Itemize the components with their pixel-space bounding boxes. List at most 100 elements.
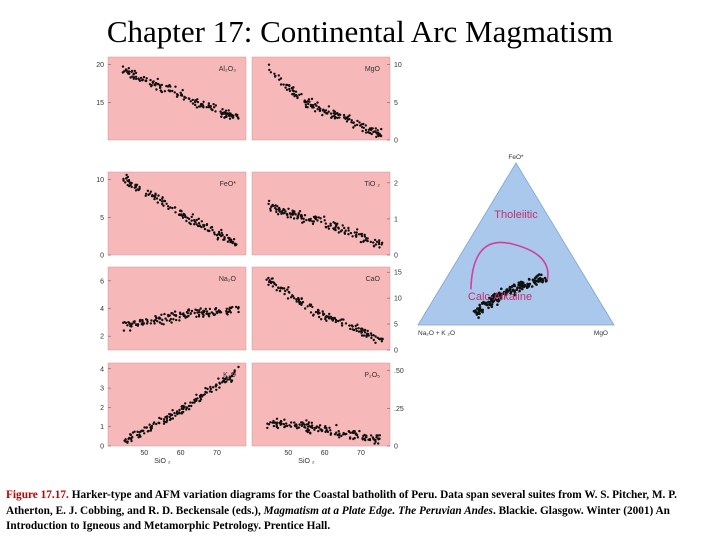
data-point xyxy=(348,437,352,440)
data-point xyxy=(327,110,330,113)
data-point xyxy=(133,320,136,323)
data-point xyxy=(136,433,139,437)
data-point xyxy=(304,426,307,429)
data-point xyxy=(141,323,144,326)
data-point xyxy=(355,329,358,333)
data-point xyxy=(179,312,182,316)
scatter-points xyxy=(265,276,384,344)
data-point xyxy=(378,239,381,242)
y-tick-label: 2 xyxy=(100,334,104,341)
data-point xyxy=(279,286,283,289)
data-point xyxy=(171,89,174,93)
data-point xyxy=(500,287,503,291)
data-point xyxy=(226,378,229,381)
data-point xyxy=(275,422,278,426)
data-point xyxy=(373,238,377,242)
data-point xyxy=(352,437,355,441)
data-point xyxy=(275,417,279,420)
data-point xyxy=(368,131,371,134)
data-point xyxy=(202,100,205,104)
data-point xyxy=(195,223,198,226)
data-point xyxy=(175,410,179,413)
data-point xyxy=(342,433,345,436)
data-point xyxy=(372,334,375,337)
data-point xyxy=(352,121,355,124)
data-point xyxy=(358,429,361,433)
data-point xyxy=(207,104,210,107)
data-point xyxy=(299,215,303,218)
data-point xyxy=(190,215,193,219)
harker-panel-na2o: Na₂O 2 4 6 xyxy=(100,266,247,351)
data-point xyxy=(141,78,145,81)
data-point xyxy=(513,293,516,297)
data-point xyxy=(304,307,307,310)
data-point xyxy=(199,393,203,397)
data-point xyxy=(203,393,206,396)
data-point xyxy=(344,322,348,325)
data-point xyxy=(325,429,329,432)
data-point xyxy=(154,314,157,318)
data-point xyxy=(285,88,289,92)
data-point xyxy=(365,434,368,437)
data-point xyxy=(296,96,299,100)
data-point xyxy=(167,207,170,211)
data-point xyxy=(523,283,527,287)
data-point xyxy=(229,311,232,314)
data-point xyxy=(305,423,308,426)
data-point xyxy=(530,285,534,288)
data-point xyxy=(307,102,310,106)
ternary-triangle xyxy=(417,162,615,326)
y-tick-label: 3 xyxy=(100,386,104,393)
data-point xyxy=(223,236,226,239)
data-point xyxy=(210,311,213,314)
data-point xyxy=(155,197,159,200)
data-point xyxy=(213,231,216,234)
data-point xyxy=(477,316,480,319)
data-point xyxy=(375,436,378,439)
data-point xyxy=(297,297,300,300)
data-point xyxy=(193,398,196,402)
data-point xyxy=(158,416,161,420)
data-point xyxy=(209,385,212,389)
data-point xyxy=(198,309,201,312)
data-point xyxy=(201,103,204,106)
data-point xyxy=(163,420,167,424)
data-point xyxy=(184,402,187,405)
data-point xyxy=(329,222,332,225)
data-point xyxy=(350,119,353,122)
data-point xyxy=(202,315,205,318)
data-point xyxy=(352,126,355,129)
data-point xyxy=(338,436,341,439)
data-point xyxy=(320,220,323,224)
data-point xyxy=(317,315,321,319)
data-point xyxy=(177,213,181,217)
data-point xyxy=(165,319,169,322)
data-point xyxy=(184,215,187,219)
data-point xyxy=(295,300,298,303)
data-point xyxy=(150,319,153,322)
data-point xyxy=(317,216,320,219)
data-point xyxy=(325,112,328,115)
panel-background xyxy=(251,56,391,141)
data-point xyxy=(372,338,375,342)
data-point xyxy=(126,440,129,443)
data-point xyxy=(132,76,136,79)
data-point xyxy=(537,273,541,276)
data-point xyxy=(134,183,137,186)
data-point xyxy=(190,404,193,408)
y-tick-label: 0 xyxy=(100,253,104,260)
data-point xyxy=(347,229,350,232)
data-point xyxy=(127,437,130,441)
data-point xyxy=(202,309,205,312)
data-point xyxy=(278,78,281,81)
data-point xyxy=(327,315,330,318)
data-point xyxy=(163,199,167,203)
data-point xyxy=(478,303,482,307)
data-point xyxy=(273,421,276,424)
data-point xyxy=(363,328,367,332)
data-point xyxy=(191,102,195,105)
data-point xyxy=(185,406,189,409)
data-point xyxy=(347,430,350,433)
data-point xyxy=(195,218,198,222)
data-point xyxy=(145,322,149,325)
